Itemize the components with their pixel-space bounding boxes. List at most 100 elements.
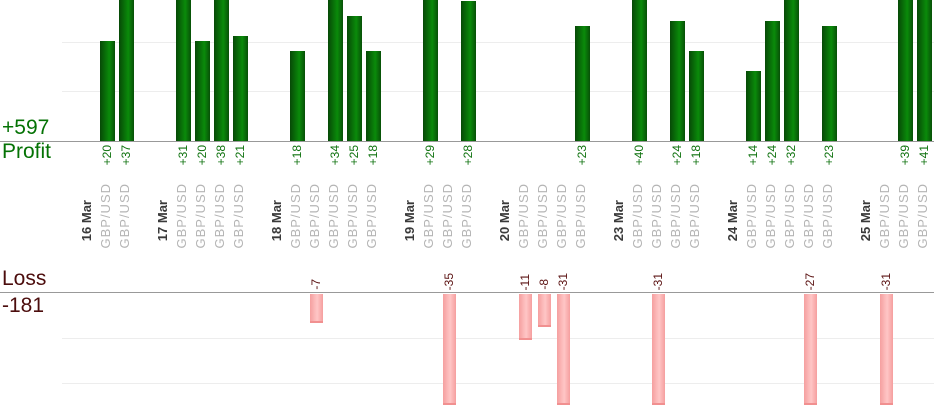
profit-bar — [783, 0, 799, 141]
profit-value-label: +34 — [328, 145, 342, 166]
symbol-label: GBP/USD — [459, 183, 474, 249]
profit-value-label: +24 — [670, 145, 684, 166]
profit-bar — [897, 0, 913, 141]
loss-gridline — [62, 338, 934, 339]
profit-value-label: +25 — [347, 145, 361, 166]
symbol-label: GBP/USD — [801, 183, 816, 249]
symbol-label: GBP/USD — [630, 183, 645, 249]
loss-value-label: -27 — [803, 272, 817, 290]
date-label: 18 Mar — [269, 199, 284, 241]
loss-bar — [556, 294, 570, 405]
loss-bar — [879, 294, 893, 405]
symbol-label: GBP/USD — [345, 183, 360, 249]
loss-bar — [518, 294, 532, 340]
profit-bar — [422, 0, 438, 141]
date-label: 20 Mar — [497, 199, 512, 241]
profit-value-label: +14 — [746, 145, 760, 166]
symbol-label: GBP/USD — [174, 183, 189, 249]
date-label: 16 Mar — [79, 199, 94, 241]
profit-bar — [327, 0, 343, 141]
loss-gridline — [62, 383, 934, 384]
date-label: 19 Mar — [402, 199, 417, 241]
profit-bar — [213, 0, 229, 141]
date-label: 24 Mar — [725, 199, 740, 241]
symbol-label: GBP/USD — [326, 183, 341, 249]
profit-bar — [365, 51, 381, 141]
profit-bar — [821, 26, 837, 141]
loss-bar — [803, 294, 817, 405]
symbol-label: GBP/USD — [307, 183, 322, 249]
symbol-label: GBP/USD — [763, 183, 778, 249]
loss-value-label: -7 — [309, 279, 323, 290]
profit-gridline — [62, 42, 934, 43]
profit-bar — [194, 41, 210, 141]
symbol-label: GBP/USD — [896, 183, 911, 249]
symbol-label: GBP/USD — [877, 183, 892, 249]
loss-value-label: -31 — [651, 272, 665, 290]
date-label: 25 Mar — [858, 199, 873, 241]
symbol-label: GBP/USD — [288, 183, 303, 249]
loss-bar — [537, 294, 551, 327]
symbol-label: GBP/USD — [744, 183, 759, 249]
loss-bar — [651, 294, 665, 405]
symbol-label: GBP/USD — [535, 183, 550, 249]
profit-bar — [289, 51, 305, 141]
loss-axis-title: Loss — [2, 267, 47, 290]
symbol-label: GBP/USD — [117, 183, 132, 249]
symbol-label: GBP/USD — [364, 183, 379, 249]
profit-bar — [232, 36, 248, 141]
profit-bar — [764, 21, 780, 141]
profit-value-label: +23 — [822, 145, 836, 166]
date-label: 23 Mar — [611, 199, 626, 241]
loss-bar — [442, 294, 456, 405]
profit-bar — [346, 16, 362, 141]
symbol-label: GBP/USD — [820, 183, 835, 249]
profit-value-label: +24 — [765, 145, 779, 166]
loss-baseline — [0, 292, 934, 293]
profit-value-label: +18 — [290, 145, 304, 166]
profit-bar — [460, 1, 476, 141]
loss-value-label: -31 — [556, 272, 570, 290]
profit-value-label: +37 — [119, 145, 133, 166]
symbol-label: GBP/USD — [193, 183, 208, 249]
profit-bar — [99, 41, 115, 141]
symbol-label: GBP/USD — [440, 183, 455, 249]
profit-value-label: +40 — [632, 145, 646, 166]
symbol-label: GBP/USD — [98, 183, 113, 249]
loss-value-label: -31 — [879, 272, 893, 290]
profit-bar — [118, 0, 134, 141]
profit-value-label: +21 — [233, 145, 247, 166]
profit-bar — [916, 0, 932, 141]
loss-value-label: -35 — [442, 272, 456, 290]
date-label: 17 Mar — [155, 199, 170, 241]
profit-bar — [745, 71, 761, 141]
profit-total: +597 — [2, 116, 50, 139]
symbol-label: GBP/USD — [421, 183, 436, 249]
profit-bar — [631, 0, 647, 141]
symbol-label: GBP/USD — [649, 183, 664, 249]
symbol-label: GBP/USD — [212, 183, 227, 249]
profit-value-label: +32 — [784, 145, 798, 166]
profit-value-label: +18 — [689, 145, 703, 166]
loss-bar — [309, 294, 323, 323]
profit-value-label: +18 — [366, 145, 380, 166]
profit-bar — [175, 0, 191, 141]
symbol-label: GBP/USD — [231, 183, 246, 249]
profit-value-label: +31 — [176, 145, 190, 166]
symbol-label: GBP/USD — [516, 183, 531, 249]
profit-bar — [688, 51, 704, 141]
profit-value-label: +38 — [214, 145, 228, 166]
loss-total: -181 — [2, 294, 45, 317]
symbol-label: GBP/USD — [554, 183, 569, 249]
profit-bar — [669, 21, 685, 141]
profit-value-label: +29 — [423, 145, 437, 166]
symbol-label: GBP/USD — [915, 183, 930, 249]
profit-value-label: +23 — [575, 145, 589, 166]
profit-value-label: +28 — [461, 145, 475, 166]
symbol-label: GBP/USD — [782, 183, 797, 249]
profit-value-label: +20 — [195, 145, 209, 166]
profit-baseline — [0, 141, 934, 142]
profit-value-label: +20 — [100, 145, 114, 166]
loss-value-label: -8 — [537, 279, 551, 290]
